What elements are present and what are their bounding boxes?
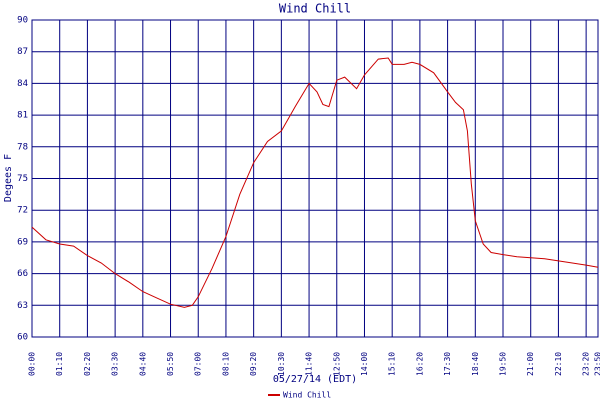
y-tick-label: 72 (17, 206, 28, 216)
x-tick-label: 14:00 (360, 352, 369, 376)
y-tick-label: 84 (17, 79, 28, 89)
x-tick-label: 10:30 (277, 352, 286, 376)
legend-label: Wind Chill (283, 391, 331, 400)
y-tick-label: 63 (17, 301, 28, 311)
x-tick-label: 15:10 (388, 352, 397, 376)
x-tick-label: 05:50 (166, 352, 175, 376)
y-tick-label: 60 (17, 333, 28, 343)
x-tick-label: 17:30 (443, 352, 452, 376)
x-tick-label: 03:30 (111, 352, 120, 376)
x-tick-label: 16:20 (415, 352, 424, 376)
x-tick-label: 21:00 (526, 352, 535, 376)
x-tick-label: 04:40 (138, 352, 147, 376)
y-tick-label: 75 (17, 174, 28, 184)
x-tick-label: 23:50 (594, 352, 600, 376)
x-axis-label: 05/27/14 (EDT) (273, 374, 357, 385)
y-tick-label: 69 (17, 237, 28, 247)
x-tick-label: 08:10 (221, 352, 230, 376)
chart-title: Wind Chill (279, 2, 351, 16)
y-axis-label: Degees F (3, 154, 14, 202)
x-tick-label: 02:20 (83, 352, 92, 376)
x-tick-label: 12:50 (332, 352, 341, 376)
y-tick-label: 81 (17, 111, 28, 121)
data-line (31, 57, 599, 308)
plot-frame (31, 19, 599, 338)
y-tick-label: 87 (17, 47, 28, 57)
y-tick-label: 78 (17, 142, 28, 152)
x-tick-label: 07:00 (194, 352, 203, 376)
x-tick-label: 09:20 (249, 352, 258, 376)
x-tick-label: 11:40 (305, 352, 314, 376)
x-tick-label: 22:10 (554, 352, 563, 376)
x-tick-label: 23:20 (582, 352, 591, 376)
x-tick-label: 00:00 (28, 352, 37, 376)
x-tick-label: 18:40 (471, 352, 480, 376)
x-tick-label: 19:50 (499, 352, 508, 376)
x-tick-label: 01:10 (55, 352, 64, 376)
y-tick-label: 66 (17, 269, 28, 279)
y-tick-label: 90 (17, 16, 28, 26)
